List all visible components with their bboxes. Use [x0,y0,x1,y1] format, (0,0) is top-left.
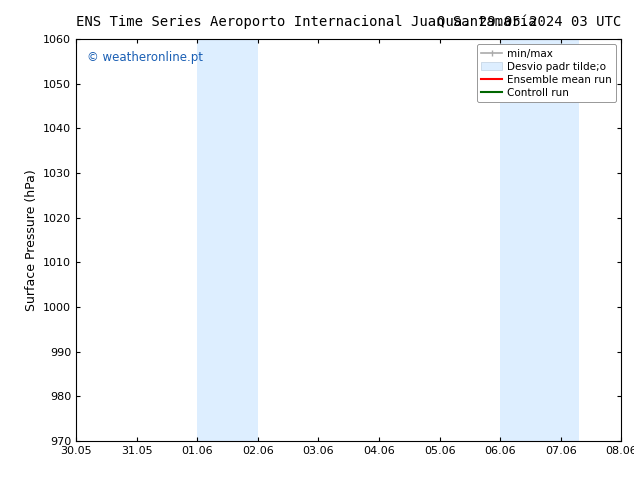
Text: © weatheronline.pt: © weatheronline.pt [87,51,203,64]
Bar [197,39,258,441]
Legend: min/max, Desvio padr tilde;o, Ensemble mean run, Controll run: min/max, Desvio padr tilde;o, Ensemble m… [477,45,616,102]
Text: Qua. 29.05.2024 03 UTC: Qua. 29.05.2024 03 UTC [437,15,621,29]
Y-axis label: Surface Pressure (hPa): Surface Pressure (hPa) [25,169,37,311]
Bar [500,39,579,441]
Text: ENS Time Series Aeroporto Internacional Juan Santamaría: ENS Time Series Aeroporto Internacional … [76,15,537,29]
